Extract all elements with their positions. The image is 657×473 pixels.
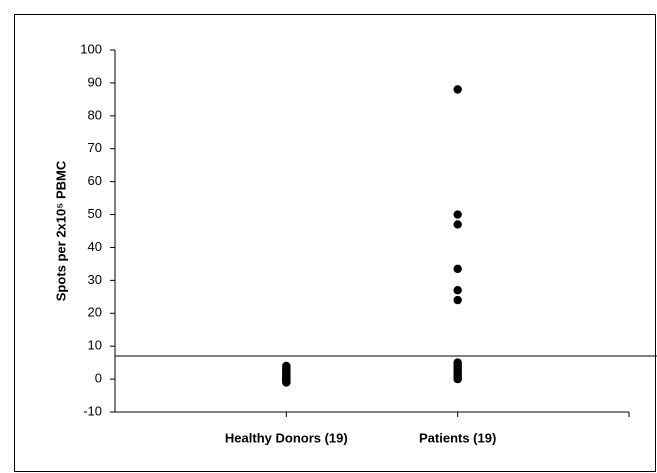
y-tick-label: 40: [88, 239, 102, 254]
y-tick-label: 50: [88, 206, 102, 221]
data-point: [453, 85, 462, 94]
y-axis-label: Spots per 2x10⁵ PBMC: [53, 160, 68, 301]
x-tick-label: Patients (19): [419, 430, 496, 445]
y-tick-label: 10: [88, 338, 102, 353]
y-tick-label: -10: [83, 403, 102, 418]
data-point: [453, 286, 462, 295]
y-tick-label: 90: [88, 74, 102, 89]
data-point: [453, 220, 462, 229]
data-point: [453, 374, 462, 384]
data-point: [453, 295, 462, 305]
y-tick-label: 60: [88, 173, 102, 188]
y-tick-label: 20: [88, 305, 102, 320]
y-tick-label: 80: [88, 107, 102, 122]
y-tick-label: 100: [80, 41, 102, 56]
y-tick-label: 70: [88, 140, 102, 155]
data-point: [453, 210, 462, 219]
frame: [14, 14, 656, 472]
data-point: [282, 378, 291, 387]
x-tick-label: Healthy Donors (19): [225, 430, 348, 445]
y-tick-label: 30: [88, 272, 102, 287]
y-tick-label: 0: [95, 371, 102, 386]
data-point: [453, 264, 462, 274]
